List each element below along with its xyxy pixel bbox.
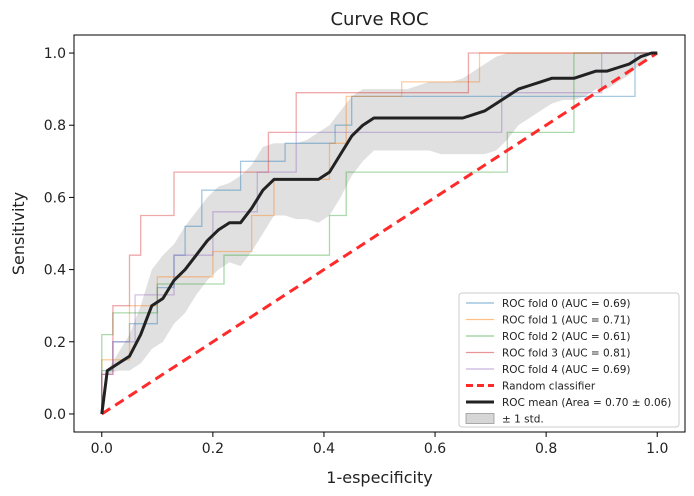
legend-item: ROC fold 0 (AUC = 0.69)	[466, 298, 631, 310]
plot-frame	[73, 34, 686, 433]
x-axis-title: 1-especificity	[326, 468, 432, 487]
legend-swatch	[465, 413, 495, 424]
legend: ROC fold 0 (AUC = 0.69) ROC fold 1 (AUC =…	[458, 292, 680, 428]
fold-curves-layer	[101, 52, 658, 414]
fold-0-curve	[101, 52, 658, 414]
legend-label: ROC fold 0 (AUC = 0.69)	[502, 298, 631, 310]
fold-4-curve	[101, 52, 658, 414]
x-tick-label: 0.8	[535, 441, 557, 457]
fold-1-curve	[101, 52, 658, 414]
fold-3-curve	[101, 52, 658, 414]
legend-label: ROC fold 3 (AUC = 0.81)	[502, 348, 631, 360]
y-tick-label: 1.0	[44, 46, 66, 62]
random-classifier-layer	[100, 51, 659, 416]
mean-roc-curve	[100, 51, 658, 415]
legend-label: ROC fold 1 (AUC = 0.71)	[502, 315, 631, 327]
legend-box	[458, 292, 680, 428]
legend-item: ROC fold 3 (AUC = 0.81)	[466, 348, 631, 360]
legend-label: ± 1 std.	[502, 414, 544, 426]
legend-item: Random classifier	[466, 381, 596, 393]
legend-label: ROC fold 4 (AUC = 0.69)	[502, 364, 631, 376]
legend-item: ± 1 std.	[465, 413, 544, 426]
y-tick-label: 0.0	[44, 407, 66, 423]
y-tick-label: 0.2	[44, 335, 66, 351]
y-tick-label: 0.8	[44, 118, 66, 134]
legend-item: ROC fold 1 (AUC = 0.71)	[466, 315, 631, 327]
x-axis-ticks: 0.0 0.2 0.4 0.6 0.8 1.0	[91, 432, 668, 457]
legend-label: ROC fold 2 (AUC = 0.61)	[502, 331, 631, 343]
mean-curve-layer	[100, 51, 658, 415]
x-tick-label: 0.6	[424, 441, 446, 457]
random-classifier-line	[100, 51, 659, 416]
x-tick-label: 1.0	[646, 441, 668, 457]
legend-label: ROC mean (Area = 0.70 ± 0.06)	[502, 397, 671, 409]
x-tick-label: 0.0	[91, 441, 113, 457]
chart-title: Curve ROC	[330, 9, 428, 30]
y-axis-title: Sensitivity	[9, 192, 28, 275]
x-tick-label: 0.4	[313, 441, 335, 457]
y-tick-label: 0.4	[44, 263, 66, 279]
y-axis-ticks: 0.0 0.2 0.4 0.6 0.8 1.0	[44, 46, 74, 423]
legend-label: Random classifier	[502, 381, 596, 393]
x-tick-label: 0.2	[202, 441, 224, 457]
y-tick-label: 0.6	[44, 190, 66, 206]
fold-2-curve	[101, 52, 658, 414]
legend-item: ROC fold 4 (AUC = 0.69)	[466, 364, 631, 376]
legend-item: ROC mean (Area = 0.70 ± 0.06)	[466, 397, 671, 409]
legend-item: ROC fold 2 (AUC = 0.61)	[466, 331, 631, 343]
